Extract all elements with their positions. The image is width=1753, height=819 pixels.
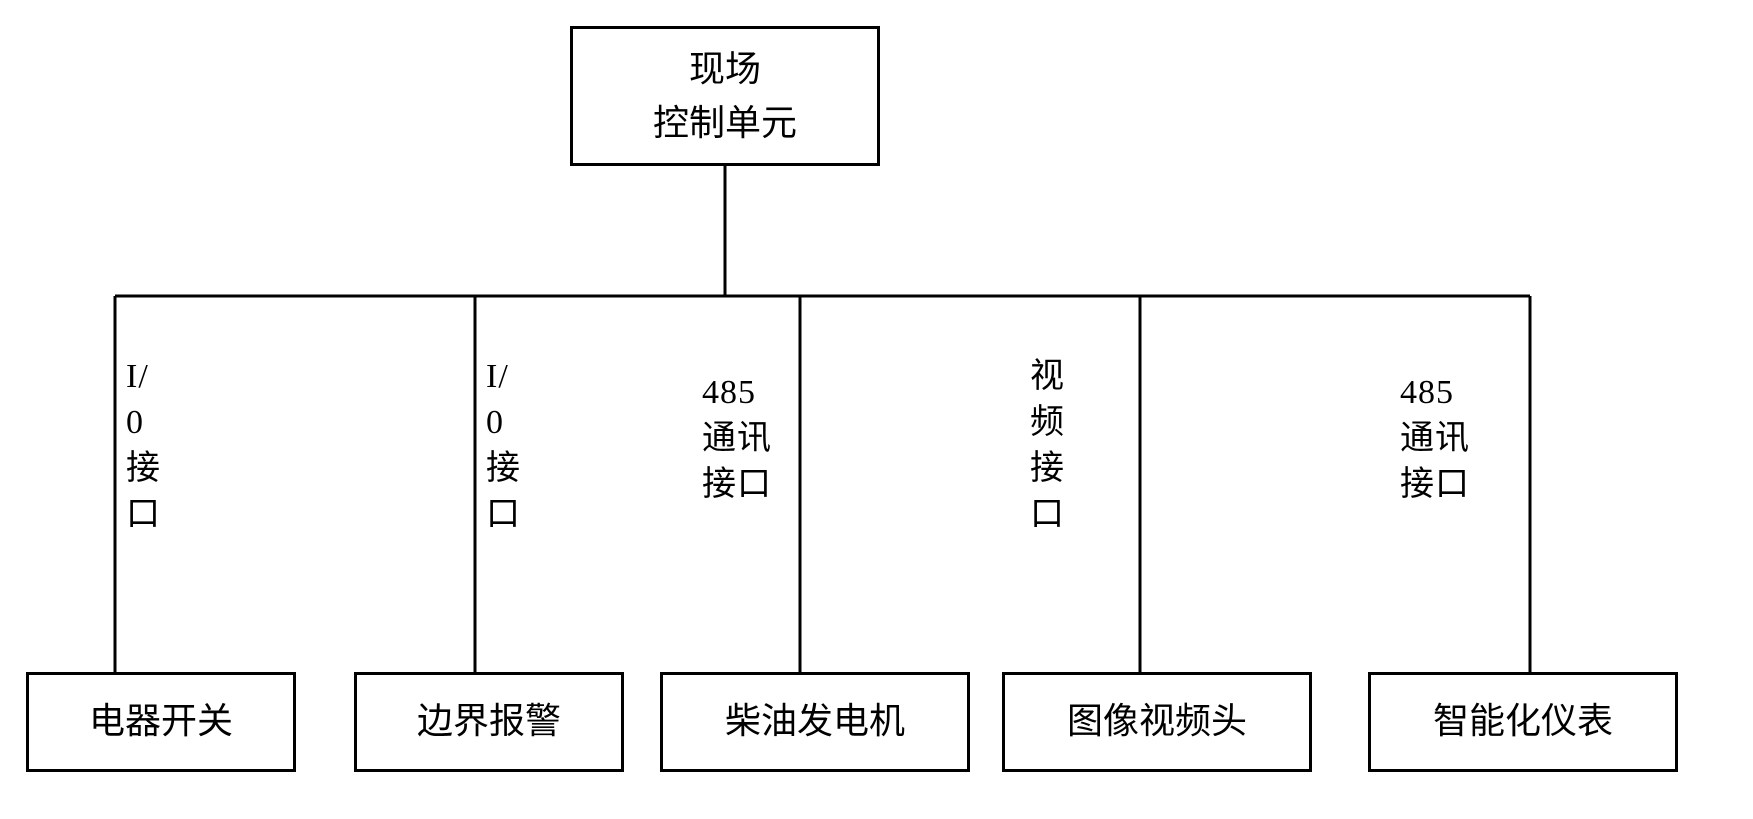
edge-label-4: 485通讯接口: [1400, 370, 1470, 508]
leaf-label-1: 边界报警: [417, 700, 561, 743]
leaf-node-3: 图像视频头: [1002, 672, 1312, 772]
edge-label-2: 485通讯接口: [702, 370, 772, 508]
leaf-node-1: 边界报警: [354, 672, 624, 772]
root-line2: 控制单元: [653, 96, 797, 150]
edge-label-0: I/0接口: [126, 354, 161, 538]
leaf-label-2: 柴油发电机: [725, 700, 905, 743]
root-node: 现场 控制单元: [570, 26, 880, 166]
root-line1: 现场: [689, 42, 761, 96]
leaf-node-0: 电器开关: [26, 672, 296, 772]
leaf-node-4: 智能化仪表: [1368, 672, 1678, 772]
leaf-label-3: 图像视频头: [1067, 700, 1247, 743]
edge-label-1: I/0接口: [486, 354, 521, 538]
diagram-canvas: 现场 控制单元 电器开关 边界报警 柴油发电机 图像视频头 智能化仪表 I/0接口 I/0接…: [0, 0, 1753, 819]
leaf-node-2: 柴油发电机: [660, 672, 970, 772]
edge-label-3: 视频接口: [1030, 354, 1065, 538]
leaf-label-4: 智能化仪表: [1433, 700, 1613, 743]
leaf-label-0: 电器开关: [89, 700, 233, 743]
